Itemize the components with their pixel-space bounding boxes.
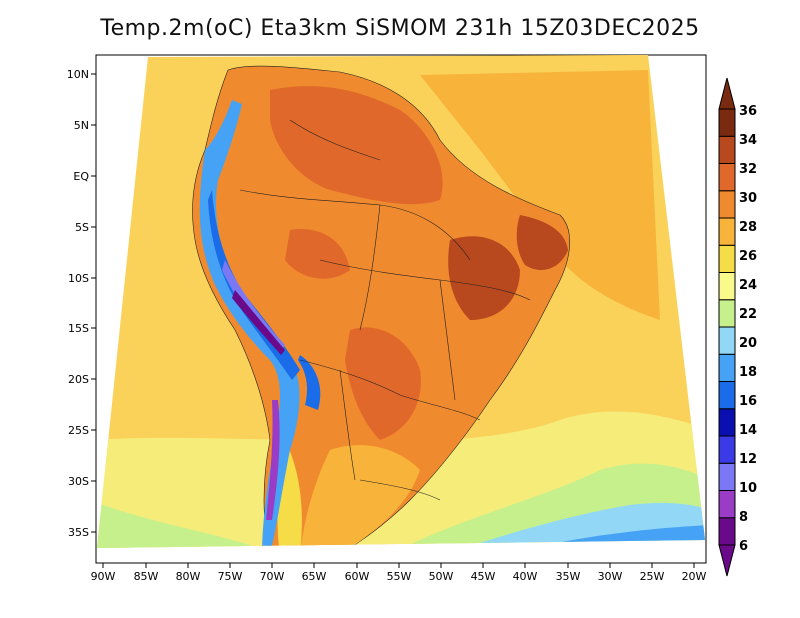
- lat-label: EQ: [73, 170, 89, 183]
- lon-label: 50W: [429, 570, 454, 583]
- colorbar-label: 30: [739, 191, 757, 206]
- lon-label: 30W: [598, 570, 623, 583]
- colorbar-label: 10: [739, 481, 757, 496]
- colorbar-label: 18: [739, 365, 757, 380]
- lat-label: 20S: [68, 373, 89, 386]
- lat-label: 30S: [68, 475, 89, 488]
- lat-label: 25S: [68, 424, 89, 437]
- lon-label: 60W: [345, 570, 370, 583]
- colorbar-segment: [718, 272, 736, 301]
- colorbar-segment: [718, 435, 736, 464]
- lat-label: 10N: [67, 68, 89, 81]
- colorbar-label: 24: [739, 278, 757, 293]
- colorbar-label: 14: [739, 423, 757, 438]
- colorbar-label: 6: [739, 539, 748, 554]
- colorbar-segment: [718, 217, 736, 246]
- colorbar-label: 28: [739, 220, 757, 235]
- colorbar-label: 26: [739, 249, 757, 264]
- country-borders: [239, 119, 531, 501]
- lat-label: 15S: [68, 322, 89, 335]
- colorbar-segment: [718, 108, 736, 137]
- lon-label: 90W: [91, 570, 116, 583]
- lon-label: 80W: [176, 570, 201, 583]
- lon-label: 25W: [640, 570, 665, 583]
- colorbar-label: 8: [739, 510, 748, 525]
- colorbar-segment: [718, 326, 736, 355]
- colorbar-segment: [718, 135, 736, 164]
- colorbar-segment: [718, 462, 736, 491]
- lon-label: 35W: [556, 570, 581, 583]
- colorbar-max-arrow: [718, 77, 736, 110]
- colorbar-label: 32: [739, 162, 757, 177]
- lon-label: 55W: [387, 570, 412, 583]
- colorbar-label: 16: [739, 394, 757, 409]
- colorbar-segment: [718, 381, 736, 410]
- colorbar-label: 36: [739, 104, 757, 119]
- colorbar-label: 22: [739, 307, 757, 322]
- colorbar-segment: [718, 517, 736, 546]
- lon-label: 40W: [513, 570, 538, 583]
- longitude-axis: 90W 85W 80W 75W 70W 65W 60W 55W 50W 45W …: [91, 563, 707, 583]
- map-title: Temp.2m(oC) Eta3km SiSMOM 231h 15Z03DEC2…: [100, 16, 700, 41]
- lon-label: 85W: [134, 570, 159, 583]
- colorbar-segment: [718, 353, 736, 382]
- colorbar-segment: [718, 190, 736, 219]
- colorbar-segment: [718, 490, 736, 519]
- lat-label: 5N: [74, 119, 89, 132]
- lat-label: 10S: [68, 272, 89, 285]
- colorbar-min-arrow: [718, 544, 736, 577]
- colorbar-segment: [718, 299, 736, 328]
- lon-label: 65W: [302, 570, 327, 583]
- lon-label: 20W: [682, 570, 707, 583]
- colorbar-segment: [718, 244, 736, 273]
- lat-label: 35S: [68, 526, 89, 539]
- colorbar-segment: [718, 163, 736, 192]
- lon-label: 45W: [471, 570, 496, 583]
- colorbar-label: 34: [739, 133, 757, 148]
- colorbar-label: 12: [739, 452, 757, 467]
- temperature-field: [97, 55, 705, 548]
- lat-label: 5S: [75, 221, 89, 234]
- lon-label: 70W: [260, 570, 285, 583]
- latitude-axis: 10N 5N EQ 5S 10S 15S 20S 25S 30S 35S: [67, 68, 96, 539]
- lon-label: 75W: [218, 570, 243, 583]
- colorbar: 6 8 10 12 14 16 18 20 22 24 26 28 30 32 …: [718, 77, 757, 577]
- colorbar-segment: [718, 408, 736, 437]
- colorbar-label: 20: [739, 336, 757, 351]
